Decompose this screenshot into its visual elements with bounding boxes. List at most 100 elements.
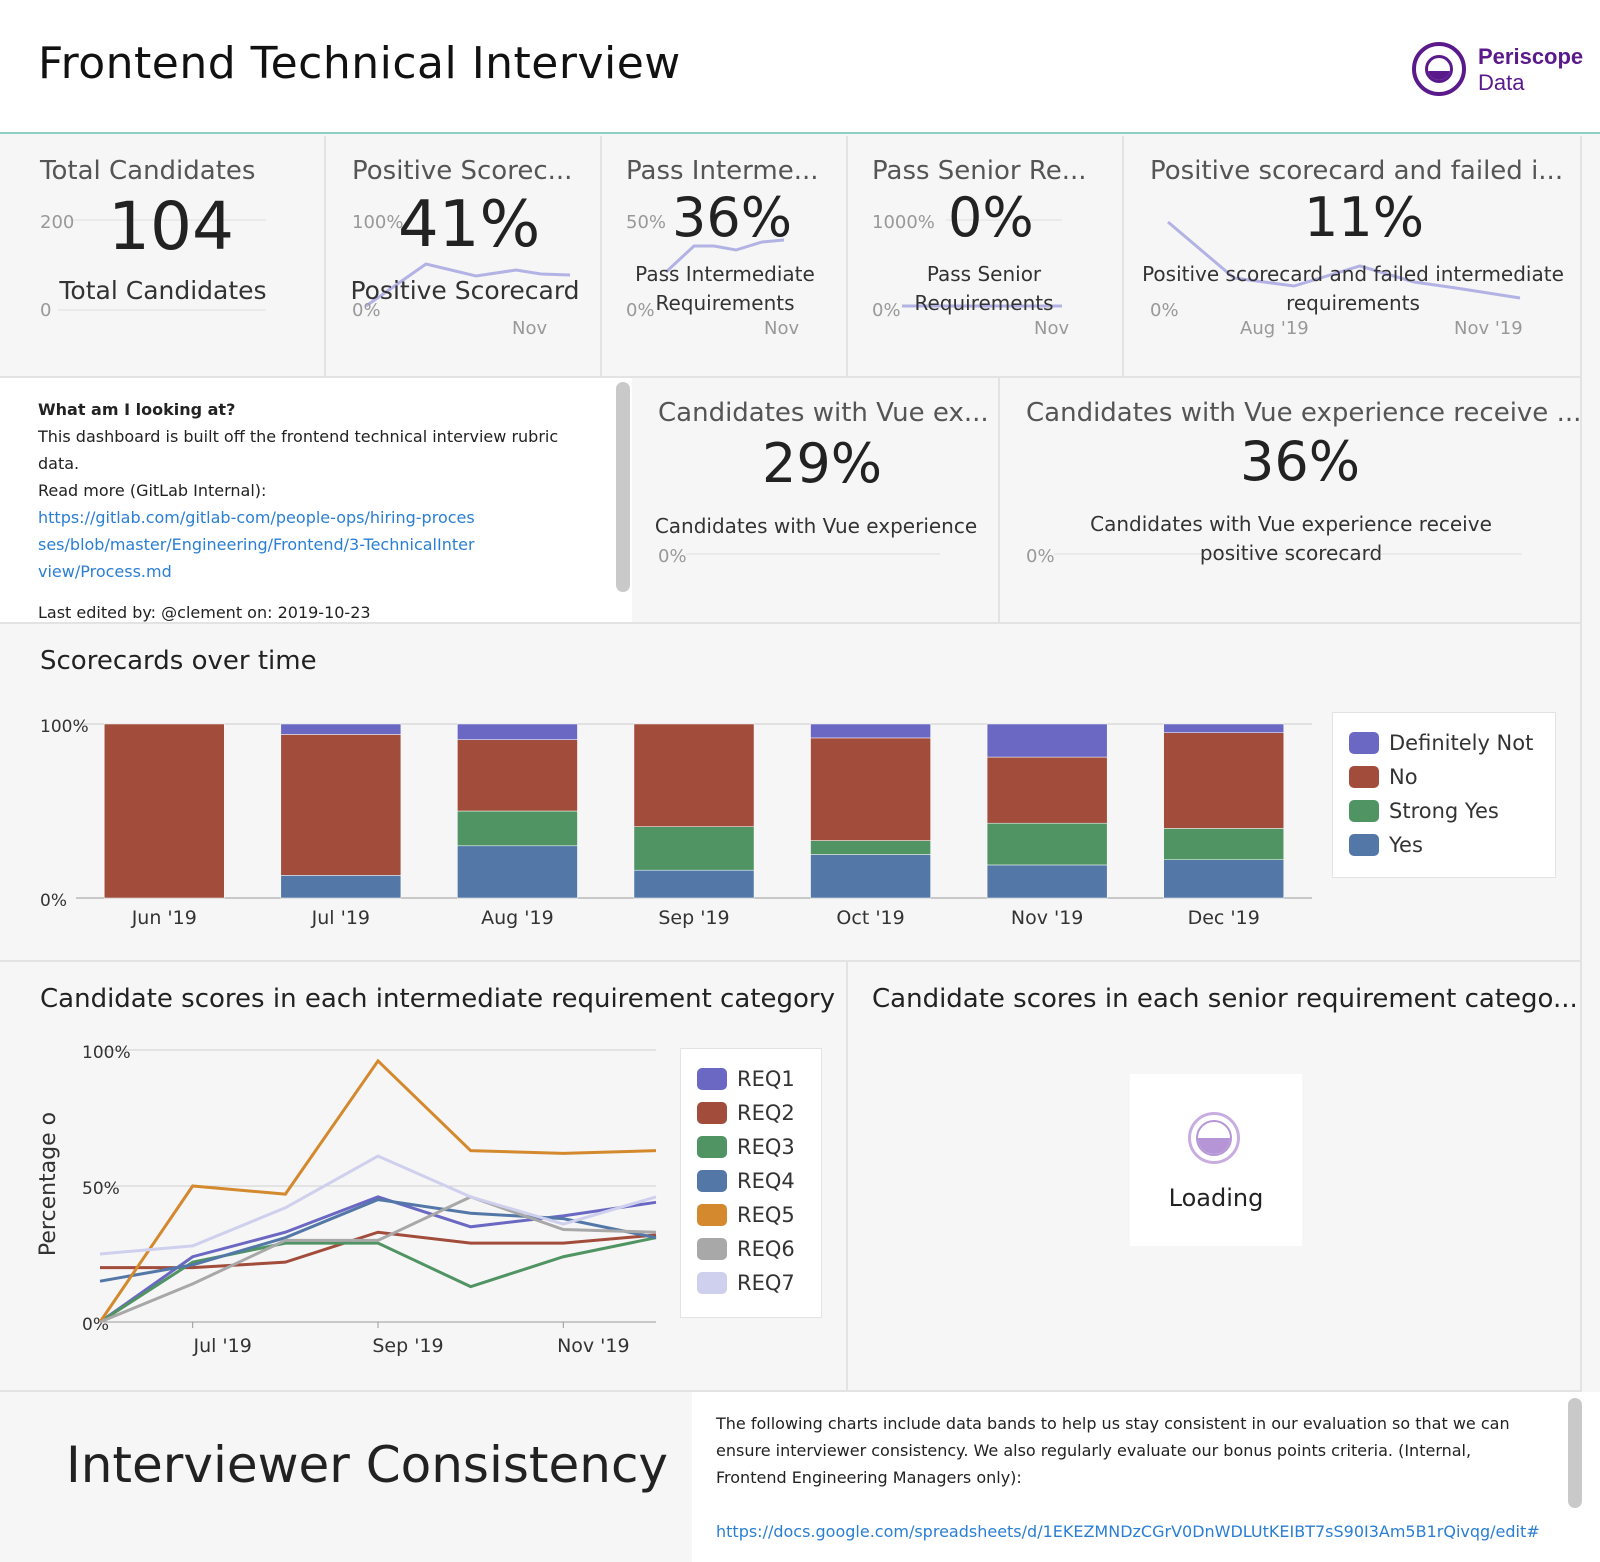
legend-swatch xyxy=(1349,766,1379,788)
legend-swatch xyxy=(697,1068,727,1090)
kpi-label: Pass Senior Requirements xyxy=(914,262,1054,315)
legend-swatch xyxy=(697,1170,727,1192)
x-tick-label: Nov '19 xyxy=(1011,907,1084,929)
y-tick-label: 50% xyxy=(82,1179,120,1199)
kpi-value: 29% xyxy=(762,432,883,495)
description-scrollbar[interactable] xyxy=(616,382,630,592)
kpi-value: 11% xyxy=(1304,186,1425,249)
kpi-total-candidates[interactable]: Total Candidates 200 0 104 Total Candida… xyxy=(0,136,326,378)
consistency-text: The following charts include data bands … xyxy=(716,1414,1510,1487)
legend-label: REQ5 xyxy=(737,1203,795,1227)
dashboard-title: Frontend Technical Interview xyxy=(38,38,681,89)
kpi-label: Candidates with Vue experience xyxy=(654,514,978,538)
kpi-vue-experience[interactable]: Candidates with Vue ex... 0% 29% Candida… xyxy=(632,378,1000,624)
spreadsheet-link[interactable]: https://docs.google.com/spreadsheets/d/1… xyxy=(716,1522,1540,1541)
kpi-y-top: 1000% xyxy=(872,212,935,233)
kpi-vue-positive-scorecard[interactable]: Candidates with Vue experience receive .… xyxy=(1000,378,1582,624)
interviewer-consistency-header: Interviewer Consistency xyxy=(0,1392,692,1562)
legend-swatch xyxy=(697,1136,727,1158)
bar-segment-definitely-not xyxy=(1163,723,1284,733)
kpi-value: 104 xyxy=(108,188,234,265)
kpi-y-top: 100% xyxy=(352,212,404,233)
bar-segment-yes xyxy=(810,854,931,899)
x-tick-label: Nov '19 xyxy=(557,1335,630,1357)
bar-segment-no xyxy=(633,723,755,827)
kpi-sparkline xyxy=(1167,220,1521,300)
bar-segment-no xyxy=(986,756,1108,824)
scorecards-bar-chart: 100% 0% Jun '19 Jul '19 Aug '19 Sep '19 Oct '1… xyxy=(40,717,1312,929)
kpi-sparkline xyxy=(365,262,571,308)
kpi-title: Candidates with Vue experience receive .… xyxy=(1026,398,1582,428)
x-tick-label: Jun '19 xyxy=(131,907,197,929)
legend-label: No xyxy=(1389,765,1418,789)
consistency-description: The following charts include data bands … xyxy=(692,1392,1600,1562)
kpi-label: Positive Scorecard xyxy=(350,276,580,305)
gitlab-process-link[interactable]: https://gitlab.com/gitlab-com/people-ops… xyxy=(38,508,475,581)
intermediate-requirements-panel[interactable]: Candidate scores in each intermediate re… xyxy=(0,962,848,1392)
kpi-sparkline xyxy=(1054,553,1522,555)
dashboard-description: What am I looking at? This dashboard is … xyxy=(0,378,632,624)
kpi-y-bottom: 0% xyxy=(626,300,655,321)
kpi-value: 36% xyxy=(1240,430,1361,493)
x-tick-label: Oct '19 xyxy=(836,907,904,929)
kpi-y-top: 200 xyxy=(40,212,75,233)
legend-swatch xyxy=(697,1204,727,1226)
bar-segment-strong-yes xyxy=(457,810,578,847)
kpi-label: Total Candidates xyxy=(59,276,267,305)
legend-label: REQ3 xyxy=(737,1135,795,1159)
kpi-title: Positive scorecard and failed i... xyxy=(1150,156,1564,186)
kpi-title: Total Candidates xyxy=(40,156,256,186)
kpi-y-bottom: 0 xyxy=(40,300,52,321)
scorecards-over-time-panel[interactable]: Scorecards over time 100% 0% Jun '19 Jul '1… xyxy=(0,624,1582,962)
dashboard-header: Frontend Technical Interview Periscope D… xyxy=(0,0,1600,134)
intermediate-legend: REQ1 REQ2 REQ3 REQ4 REQ5 REQ6 REQ7 xyxy=(680,1048,822,1318)
bar-segment-yes xyxy=(986,864,1108,899)
kpi-x-tick-2: Nov '19 xyxy=(1454,318,1523,339)
x-tick-label: Dec '19 xyxy=(1188,907,1260,929)
kpi-y-bottom: 0% xyxy=(658,546,687,567)
kpi-y-bottom: 0% xyxy=(1150,300,1179,321)
kpi-y-top: 50% xyxy=(626,212,667,233)
last-edited: Last edited by: @clement on: 2019-10-23 xyxy=(38,603,371,622)
kpi-y-bottom: 0% xyxy=(352,300,381,321)
bar-segment-yes xyxy=(280,875,402,899)
periscope-logo[interactable]: Periscope Data xyxy=(1412,42,1592,98)
kpi-pass-senior[interactable]: Pass Senior Re... 1000% 0% Nov 0% Pass S… xyxy=(848,136,1124,378)
series-line-req4 xyxy=(99,1198,657,1283)
kpi-x-tick: Nov xyxy=(764,318,800,339)
section-title: Interviewer Consistency xyxy=(66,1436,669,1494)
consistency-scrollbar[interactable] xyxy=(1568,1398,1582,1508)
scorecards-legend: Definitely Not No Strong Yes Yes xyxy=(1332,712,1556,878)
series-line-req7 xyxy=(99,1154,657,1256)
legend-label: Strong Yes xyxy=(1389,799,1499,823)
legend-label: REQ4 xyxy=(737,1169,795,1193)
legend-swatch xyxy=(1349,800,1379,822)
kpi-pass-intermediate[interactable]: Pass Interme... 50% 0% Nov 36% Pass Inte… xyxy=(602,136,848,378)
bar-segment-no xyxy=(280,734,402,876)
series-line-req5 xyxy=(98,1058,657,1323)
legend-label: Definitely Not xyxy=(1389,731,1534,755)
bar-segment-yes xyxy=(1163,859,1284,899)
bar-segment-yes xyxy=(457,845,578,899)
kpi-title: Pass Interme... xyxy=(626,156,819,186)
legend-label: REQ6 xyxy=(737,1237,795,1261)
y-tick-label: 100% xyxy=(40,717,89,737)
kpi-positive-failed-intermediate[interactable]: Positive scorecard and failed i... 0% Au… xyxy=(1124,136,1582,378)
legend-swatch xyxy=(697,1102,727,1124)
bar-segment-no xyxy=(104,723,225,899)
bar-segment-no xyxy=(457,739,578,812)
kpi-sparkline xyxy=(686,553,940,555)
kpi-value: 0% xyxy=(948,186,1034,249)
legend-label: Yes xyxy=(1389,833,1423,857)
bar-segment-definitely-not xyxy=(280,723,402,735)
kpi-positive-scorecard[interactable]: Positive Scorec... 100% 0% Nov 41% Posit… xyxy=(326,136,602,378)
bar-segment-definitely-not xyxy=(810,723,931,739)
description-readmore: Read more (GitLab Internal): xyxy=(38,481,267,500)
kpi-sparkline xyxy=(58,219,266,311)
series-line-req6 xyxy=(99,1195,657,1324)
loading-spinner-icon xyxy=(1188,1112,1240,1164)
bar-segment-no xyxy=(1163,732,1284,829)
x-tick-label: Jul '19 xyxy=(311,907,370,929)
bar-segment-strong-yes xyxy=(1163,828,1284,860)
kpi-title: Candidates with Vue ex... xyxy=(658,398,989,428)
